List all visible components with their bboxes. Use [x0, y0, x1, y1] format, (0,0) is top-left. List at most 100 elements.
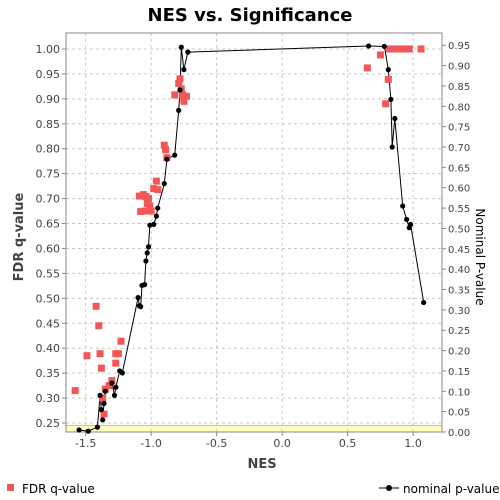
y2-tick-label: 0.35 [448, 286, 470, 297]
nominal-point [421, 299, 427, 306]
y2-tick-label: 0.45 [448, 245, 470, 256]
nominal-point [111, 392, 118, 398]
nominal-point [400, 203, 406, 209]
y2-tick-label: 0.55 [448, 204, 470, 215]
y-tick-label: 0.45 [36, 317, 61, 330]
nominal-point [97, 392, 103, 398]
x-axis-title: NES [247, 457, 276, 472]
nominal-point [144, 250, 150, 256]
nominal-point [176, 107, 182, 113]
y-tick-label: 0.80 [36, 143, 61, 156]
y-tick-label: 0.60 [36, 242, 61, 255]
fdr-point [395, 45, 403, 53]
nominal-point [145, 244, 152, 250]
y-tick-label: 0.90 [36, 93, 61, 106]
fdr-point [154, 186, 162, 194]
y2-axis-ticks: 0.00 0.05 0.10 0.15 0.20 0.25 0.30 0.35 0.40 0.45… [442, 41, 470, 439]
y2-tick-label: 0.10 [448, 387, 470, 398]
fdr-point [176, 75, 184, 83]
significance-band [65, 425, 443, 433]
nominal-point [164, 156, 170, 162]
fdr-point [145, 195, 153, 203]
y2-axis-title: Nominal P-value [473, 208, 487, 305]
fdr-point [388, 45, 396, 53]
y-tick-label: 0.70 [36, 193, 61, 206]
y-tick-label: 0.30 [36, 392, 61, 405]
y2-tick-label: 0.95 [448, 41, 470, 52]
fdr-point [179, 91, 187, 99]
y2-tick-label: 0.90 [448, 62, 470, 73]
fdr-point [146, 202, 154, 210]
nominal-point [185, 49, 191, 55]
y-tick-label: 0.50 [36, 292, 61, 305]
fdr-point [405, 45, 413, 53]
nominal-point [161, 181, 167, 187]
fdr-point [175, 79, 183, 87]
y2-tick-label: 0.00 [448, 428, 470, 439]
fdr-point [152, 177, 160, 185]
x-axis-ticks: -1.5 -1.0 -0.5 0.0 0.5 1.0 [75, 432, 422, 450]
fdr-point [376, 51, 384, 59]
fdr-point [92, 302, 100, 310]
nominal-point [94, 424, 101, 430]
nominal-point [98, 407, 104, 413]
fdr-point [71, 387, 79, 395]
fdr-point [105, 382, 113, 390]
y2-tick-label: 0.25 [448, 326, 470, 337]
y2-tick-label: 0.30 [448, 306, 470, 317]
y-tick-label: 0.95 [36, 68, 61, 81]
nominal-point [100, 417, 106, 423]
nominal-point [109, 380, 115, 386]
y2-tick-label: 0.40 [448, 265, 470, 276]
y2-tick-label: 0.75 [448, 123, 470, 134]
legend-fdr-marker [7, 484, 14, 491]
fdr-point [114, 350, 122, 358]
fdr-point [117, 337, 125, 345]
nominal-point [135, 295, 141, 301]
fdr-point [401, 45, 409, 53]
nominal-point [388, 96, 394, 102]
y-tick-label: 1.00 [36, 43, 61, 56]
fdr-point [97, 364, 105, 372]
nominal-point [138, 304, 144, 310]
fdr-point [363, 64, 371, 72]
y2-tick-label: 0.85 [448, 82, 470, 93]
y-tick-label: 0.35 [36, 367, 61, 380]
fdr-point [382, 100, 390, 108]
legend-nominal-marker [386, 485, 392, 491]
nominal-point [392, 115, 398, 122]
nominal-point [178, 44, 184, 50]
significance-band-layer [65, 425, 443, 433]
y2-tick-label: 0.60 [448, 184, 470, 195]
y-tick-label: 0.65 [36, 218, 61, 231]
x-tick-label: 1.0 [404, 437, 422, 450]
nominal-point [147, 222, 153, 228]
nominal-point [177, 87, 183, 93]
y-axis-ticks: 0.25 0.30 0.35 0.40 0.45 0.50 0.55 0.60 0.65 0.70… [36, 43, 66, 430]
y-tick-label: 0.85 [36, 118, 61, 131]
fdr-point [95, 322, 103, 330]
nominal-point [407, 221, 414, 227]
nominal-point [385, 67, 391, 73]
y2-tick-label: 0.80 [448, 102, 470, 113]
nominal-point [143, 258, 149, 264]
nominal-point [76, 427, 82, 433]
nominal-point [404, 216, 410, 223]
fdr-point [417, 45, 425, 53]
y-tick-label: 0.75 [36, 168, 61, 181]
nominal-point [102, 388, 108, 394]
nominal-point [113, 384, 119, 390]
fdr-point [83, 352, 91, 360]
fdr-point [150, 185, 158, 193]
fdr-point [96, 350, 104, 358]
x-tick-label: 0.5 [339, 437, 357, 450]
y2-tick-label: 0.65 [448, 163, 470, 174]
y-tick-label: 0.40 [36, 342, 61, 355]
data-points-layer [71, 43, 427, 434]
fdr-point [100, 410, 108, 418]
fdr-point [112, 359, 120, 367]
x-tick-label: -1.5 [75, 437, 96, 450]
x-tick-label: 0.0 [273, 437, 291, 450]
nominal-point [389, 144, 395, 150]
